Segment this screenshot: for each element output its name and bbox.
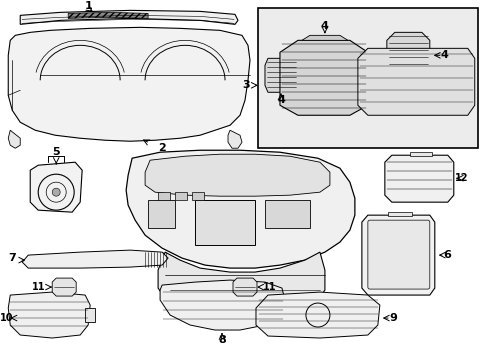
Polygon shape <box>85 308 95 322</box>
Polygon shape <box>68 12 148 18</box>
Text: 8: 8 <box>218 335 225 345</box>
Text: 5: 5 <box>52 147 60 157</box>
FancyBboxPatch shape <box>367 220 429 289</box>
Text: 1: 1 <box>84 1 92 12</box>
Polygon shape <box>233 278 257 296</box>
Polygon shape <box>8 292 90 338</box>
Bar <box>192 192 203 200</box>
Polygon shape <box>195 200 254 245</box>
Polygon shape <box>126 150 354 268</box>
Polygon shape <box>361 215 434 295</box>
Polygon shape <box>264 58 297 92</box>
Polygon shape <box>409 152 431 156</box>
Text: 7: 7 <box>8 253 16 263</box>
Bar <box>175 192 187 200</box>
Bar <box>158 192 170 200</box>
Text: 3: 3 <box>242 80 249 90</box>
Polygon shape <box>148 200 175 228</box>
Text: 10: 10 <box>0 313 14 323</box>
Polygon shape <box>20 10 238 24</box>
Polygon shape <box>145 154 329 196</box>
Text: 4: 4 <box>320 21 328 31</box>
Text: 2: 2 <box>158 143 165 153</box>
Polygon shape <box>8 27 249 141</box>
Polygon shape <box>158 252 324 315</box>
Polygon shape <box>8 130 20 148</box>
Text: 11: 11 <box>31 282 45 292</box>
Polygon shape <box>264 200 309 228</box>
Bar <box>258 8 477 148</box>
Polygon shape <box>386 32 429 78</box>
Text: 6: 6 <box>442 250 450 260</box>
Text: 9: 9 <box>388 313 396 323</box>
Polygon shape <box>227 130 242 148</box>
Polygon shape <box>357 48 474 115</box>
Circle shape <box>52 188 60 196</box>
Text: 4: 4 <box>277 95 285 105</box>
Polygon shape <box>255 292 379 338</box>
Text: 12: 12 <box>454 173 468 183</box>
Polygon shape <box>384 155 453 202</box>
Polygon shape <box>301 35 347 40</box>
Text: 11: 11 <box>263 282 276 292</box>
Polygon shape <box>387 212 411 216</box>
Polygon shape <box>52 278 76 296</box>
Polygon shape <box>280 40 367 115</box>
Polygon shape <box>160 280 285 330</box>
Text: 4: 4 <box>440 50 448 60</box>
Polygon shape <box>22 250 168 268</box>
Polygon shape <box>30 162 82 212</box>
